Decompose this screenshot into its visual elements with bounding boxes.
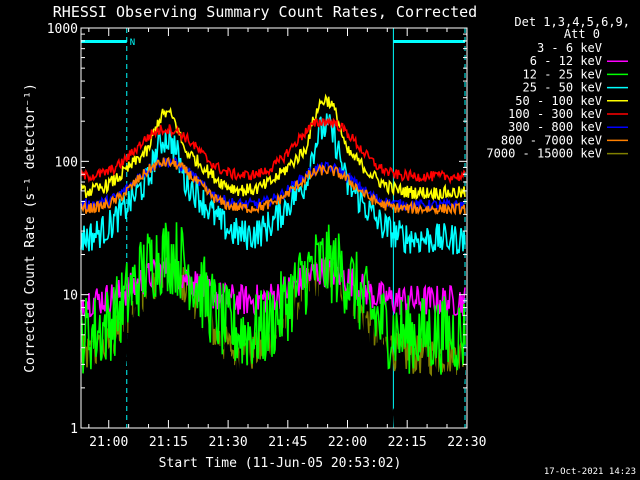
series-line-3 [80, 113, 466, 255]
x-tick-label: 21:45 [268, 435, 307, 450]
x-tick-label: 22:30 [447, 435, 486, 450]
x-tick-label: 21:00 [89, 435, 128, 450]
y-tick-label: 10 [62, 289, 78, 304]
footer-timestamp: 17-Oct-2021 14:23 [544, 467, 636, 477]
legend-label: 50 - 100 keV [515, 94, 602, 108]
x-axis: 21:00 21:15 21:30 21:45 22:00 22:15 22:30 [88, 28, 486, 450]
saa-label: N [130, 38, 135, 48]
saa-bars: N [81, 38, 466, 48]
series-layer [80, 93, 466, 429]
legend-label: 100 - 300 keV [508, 107, 602, 121]
x-tick-label: 21:15 [149, 435, 188, 450]
x-tick-label: 22:15 [388, 435, 427, 450]
series-line-2 [80, 222, 466, 375]
legend-label: 7000 - 15000 keV [486, 147, 602, 161]
legend-label: 12 - 25 keV [523, 67, 602, 81]
chart-title: RHESSI Observing Summary Count Rates, Co… [53, 3, 477, 21]
x-tick-label: 21:30 [209, 435, 248, 450]
x-tick-label: 22:00 [328, 435, 367, 450]
saa-bar [393, 40, 466, 43]
series-line-5 [80, 116, 466, 185]
legend-label: 6 - 12 keV [530, 54, 602, 68]
y-axis-label: Corrected Count Rate (s⁻¹ detector⁻¹) [23, 83, 38, 373]
saa-bar [81, 40, 127, 43]
legend-label: 300 - 800 keV [508, 120, 602, 134]
legend-header-line-1: Det 1,3,4,5,6,9, [514, 15, 630, 29]
series-line-4 [80, 93, 466, 202]
plot-frame [80, 27, 468, 429]
legend-header-line-2: Att 0 [564, 27, 600, 41]
y-axis: 1 10 100 1000 [47, 22, 467, 437]
y-tick-label: 100 [55, 155, 78, 170]
legend-label: 3 - 6 keV [537, 41, 602, 55]
y-tick-label: 1 [70, 422, 78, 437]
series-line-7 [80, 156, 466, 216]
legend-label: 800 - 7000 keV [501, 133, 602, 147]
legend-label: 25 - 50 keV [523, 81, 602, 95]
x-axis-label: Start Time (11-Jun-05 20:53:02) [159, 456, 402, 471]
y-tick-label: 1000 [47, 22, 78, 37]
